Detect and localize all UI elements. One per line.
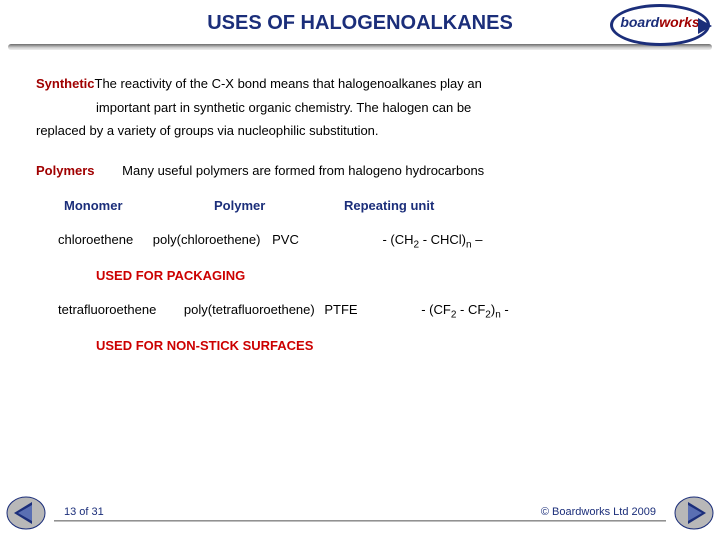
footer-rule bbox=[54, 520, 666, 522]
synthetic-line1: The reactivity of the C-X bond means tha… bbox=[95, 76, 482, 91]
synthetic-line3: replaced by a variety of groups via nucl… bbox=[36, 121, 684, 141]
r1-monomer: chloroethene bbox=[58, 232, 133, 247]
col-polymer: Polymer bbox=[214, 196, 344, 216]
col-repeat: Repeating unit bbox=[344, 196, 524, 216]
r1-rc: – bbox=[472, 232, 483, 247]
table-row: chloroethene poly(chloroethene) PVC - (C… bbox=[58, 230, 684, 253]
copyright-text: © Boardworks Ltd 2009 bbox=[537, 506, 660, 518]
polymers-text: Many useful polymers are formed from hal… bbox=[122, 163, 484, 178]
r1-rb: - CHCl) bbox=[419, 232, 466, 247]
r1-ra: - (CH bbox=[382, 232, 413, 247]
polymers-block: Polymers Many useful polymers are formed… bbox=[36, 161, 684, 181]
logo-arrow-icon bbox=[698, 18, 712, 34]
logo-text-board: board bbox=[620, 14, 659, 30]
synthetic-label: Synthetic bbox=[36, 76, 95, 91]
synthetic-line2: important part in synthetic organic chem… bbox=[96, 98, 684, 118]
footer: 13 of 31 © Boardworks Ltd 2009 bbox=[0, 500, 720, 530]
r2-polymer: poly(tetrafluoroethene) bbox=[184, 302, 315, 317]
col-monomer: Monomer bbox=[64, 196, 214, 216]
r2-rb: - CF bbox=[456, 302, 485, 317]
logo-text-works: works bbox=[659, 14, 699, 30]
brand-logo: boardworks bbox=[610, 4, 710, 46]
arrow-left-icon bbox=[6, 496, 46, 530]
prev-button[interactable] bbox=[6, 496, 46, 530]
r1-abbr: PVC bbox=[272, 232, 299, 247]
r1-use: USED FOR PACKAGING bbox=[96, 268, 245, 283]
r2-use: USED FOR NON-STICK SURFACES bbox=[96, 338, 313, 353]
r1-polymer: poly(chloroethene) bbox=[153, 232, 261, 247]
synthetic-block: SyntheticThe reactivity of the C-X bond … bbox=[36, 74, 684, 94]
r1-repeat: - (CH2 - CHCl)n – bbox=[382, 232, 482, 247]
r2-abbr: PTFE bbox=[324, 302, 357, 317]
arrow-right-icon bbox=[674, 496, 714, 530]
r2-rd: - bbox=[501, 302, 509, 317]
slide-content: SyntheticThe reactivity of the C-X bond … bbox=[36, 70, 684, 356]
r2-repeat: - (CF2 - CF2)n - bbox=[421, 302, 508, 317]
header: USES OF HALOGENOALKANES boardworks bbox=[0, 0, 720, 56]
title-underline bbox=[8, 44, 712, 50]
next-button[interactable] bbox=[674, 496, 714, 530]
page-indicator: 13 of 31 bbox=[60, 506, 108, 518]
table-header-row: Monomer Polymer Repeating unit bbox=[64, 196, 684, 216]
polymers-label: Polymers bbox=[36, 163, 95, 178]
r2-ra: - (CF bbox=[421, 302, 451, 317]
r2-use-row: USED FOR NON-STICK SURFACES bbox=[96, 336, 684, 356]
r1-use-row: USED FOR PACKAGING bbox=[96, 266, 684, 286]
r2-monomer: tetrafluoroethene bbox=[58, 302, 156, 317]
logo-text: boardworks bbox=[610, 14, 710, 30]
table-row: tetrafluoroethene poly(tetrafluoroethene… bbox=[58, 300, 684, 323]
